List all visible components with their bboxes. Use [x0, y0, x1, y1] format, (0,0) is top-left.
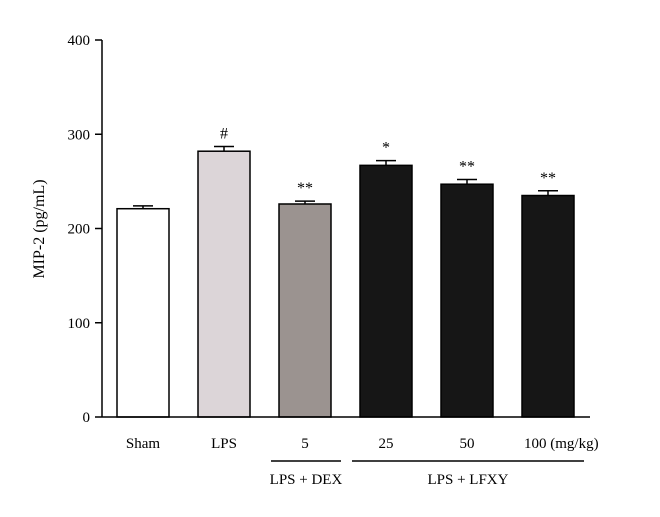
bar — [278, 203, 332, 418]
x-tick-label: Sham — [126, 436, 161, 452]
bars: #******* — [116, 126, 575, 418]
x-tick-label: 5 — [301, 436, 309, 452]
y-tick-label: 100 — [68, 316, 91, 332]
y-tick-label: 0 — [83, 410, 91, 426]
y-axis-title: MIP-2 (pg/mL) — [31, 179, 48, 278]
bar — [116, 207, 170, 418]
x-axis: Sham LPS 5 25 50 100 (mg/kg) — [102, 416, 599, 452]
significance-label: ** — [540, 170, 556, 187]
y-tick-label: 200 — [68, 222, 91, 238]
bar — [359, 164, 413, 418]
bar — [440, 183, 494, 418]
bar — [197, 150, 251, 418]
significance-label: # — [220, 126, 228, 143]
group-label: LPS + DEX — [270, 472, 343, 488]
y-tick-label: 300 — [68, 127, 91, 143]
x-tick-label: 100 (mg/kg) — [524, 436, 599, 452]
group-brackets: LPS + DEX LPS + LFXY — [270, 460, 584, 488]
significance-label: * — [382, 140, 390, 157]
significance-label: ** — [297, 180, 313, 197]
y-axis: 0 100 200 300 400 — [68, 33, 103, 426]
y-tick-label: 400 — [68, 33, 91, 49]
x-tick-label: 25 — [379, 436, 394, 452]
x-tick-label: 50 — [460, 436, 475, 452]
x-tick-label: LPS — [211, 436, 237, 452]
bar — [521, 194, 575, 418]
group-label: LPS + LFXY — [428, 472, 509, 488]
significance-label: ** — [459, 158, 475, 175]
